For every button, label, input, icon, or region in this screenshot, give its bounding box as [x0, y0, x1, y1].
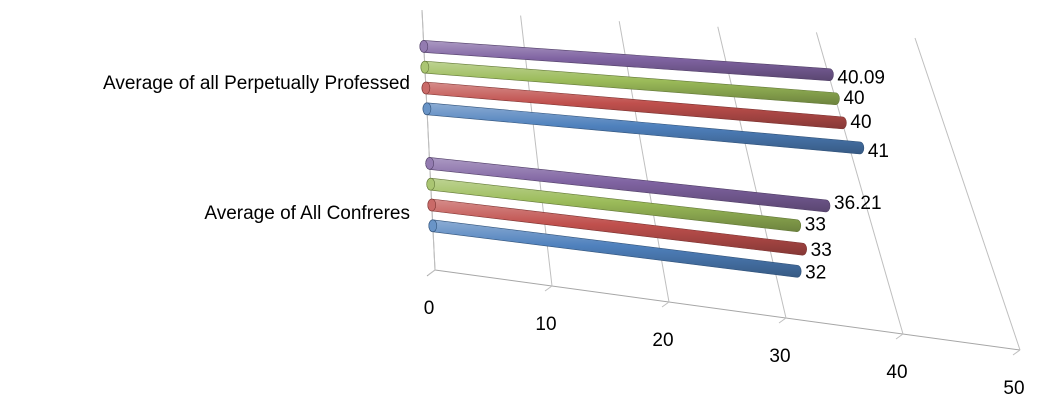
x-axis-ticks: 0 10 20 30 40 50 [424, 298, 1025, 399]
x-tick-label: 10 [535, 314, 556, 335]
x-tick-label: 30 [769, 346, 790, 367]
x-tick-label: 40 [886, 362, 907, 383]
data-label: 40 [850, 112, 871, 133]
data-label: 41 [868, 141, 889, 162]
gridline-foot [778, 317, 787, 324]
bars [419, 40, 865, 278]
gridline [815, 32, 904, 335]
gridline-foot [544, 285, 553, 292]
category-label: Average of all Perpetually Professed [103, 73, 410, 94]
bar-cap [427, 198, 437, 212]
x-tick-label: 50 [1003, 378, 1024, 399]
bar-cap [420, 60, 430, 74]
bar [422, 102, 865, 155]
bar-cap [425, 157, 434, 170]
bar-cap [419, 40, 429, 53]
data-label: 40 [843, 88, 864, 109]
data-label: 36.21 [834, 193, 882, 214]
bar [426, 177, 802, 232]
x-tick-label: 0 [424, 298, 435, 319]
gridline-foot [1012, 349, 1021, 356]
bar-cap [428, 219, 438, 233]
bar [425, 157, 831, 213]
data-label: 33 [811, 240, 832, 261]
data-label: 33 [805, 215, 826, 236]
bar-cap [421, 81, 431, 95]
gridline-foot [895, 333, 904, 340]
category-label: Average of All Confreres [204, 203, 410, 224]
gridline [914, 37, 1021, 351]
floor-edge [434, 269, 1021, 351]
category-labels: Average of All Confreres Average of all P… [103, 73, 410, 224]
bar [419, 40, 834, 81]
x-tick-label: 20 [652, 330, 673, 351]
gridline-foot [427, 269, 436, 276]
bar [420, 60, 840, 106]
gridline-foot [661, 301, 670, 308]
bar-cap [426, 177, 436, 191]
bar [428, 219, 802, 278]
bar [421, 81, 847, 130]
bar [427, 198, 807, 256]
data-label: 32 [805, 262, 826, 283]
data-label: 40.09 [837, 68, 885, 89]
bar-cap [422, 102, 432, 116]
